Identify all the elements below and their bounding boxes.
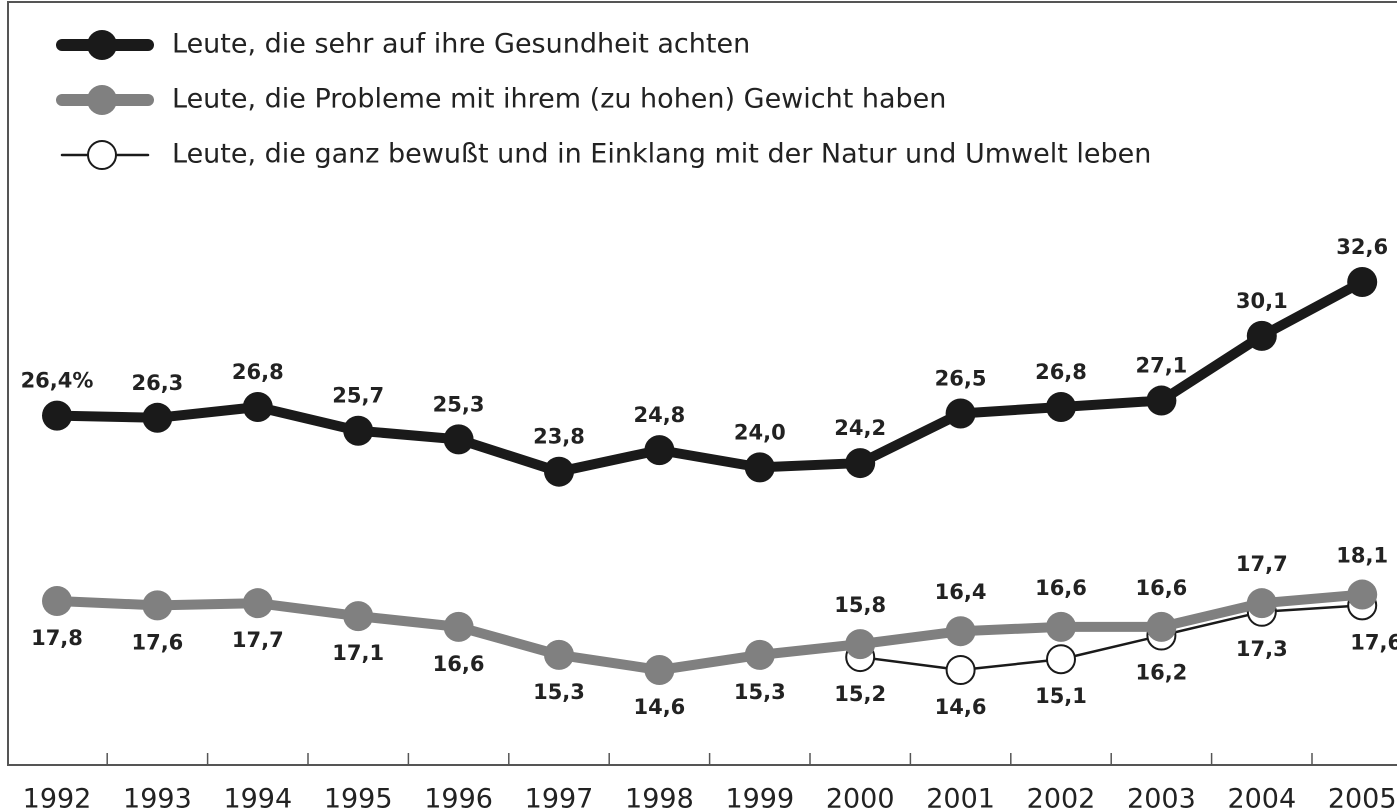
x-tick-label: 2000 [826, 784, 895, 811]
value-label: 27,1 [1135, 354, 1187, 378]
data-point [343, 601, 374, 632]
data-point [1246, 588, 1277, 619]
value-label: 30,1 [1236, 289, 1288, 313]
data-point [945, 616, 976, 647]
x-tick-label: 2005 [1328, 784, 1397, 811]
data-point [1347, 579, 1378, 610]
data-point [1046, 644, 1076, 675]
value-label: 17,7 [232, 628, 284, 652]
legend-item: Leute, die ganz bewußt und in Einklang m… [60, 139, 1151, 170]
data-point [945, 655, 976, 685]
legend-label: Leute, die ganz bewußt und in Einklang m… [172, 139, 1151, 170]
value-label: 14,6 [633, 695, 685, 719]
value-label: 15,1 [1035, 684, 1087, 708]
data-point [744, 452, 775, 483]
value-label: 26,8 [232, 360, 284, 384]
data-point [544, 639, 574, 670]
data-point [945, 398, 976, 429]
value-label: 16,4 [935, 580, 987, 604]
data-point [1347, 267, 1378, 297]
series-line [860, 604, 1363, 672]
legend-marker [87, 30, 117, 60]
value-label: 18,1 [1336, 544, 1388, 568]
value-label: 16,6 [1135, 576, 1187, 600]
data-point [644, 435, 675, 466]
data-point [142, 402, 173, 433]
value-label: 15,8 [834, 593, 886, 617]
x-tick-label: 2004 [1227, 784, 1296, 811]
value-label: 25,7 [332, 384, 384, 408]
data-point [42, 400, 72, 431]
legend-item: Leute, die sehr auf ihre Gesundheit acht… [56, 29, 750, 60]
data-point [242, 588, 273, 619]
value-label: 17,3 [1236, 637, 1288, 661]
value-label: 14,6 [935, 695, 987, 719]
value-label: 17,1 [332, 641, 384, 665]
value-label: 24,0 [734, 420, 786, 444]
x-tick-label: 2002 [1027, 784, 1096, 811]
data-point [1246, 320, 1277, 351]
x-tick-label: 1996 [424, 784, 493, 811]
x-tick-label: 1999 [725, 784, 794, 811]
data-point [443, 424, 474, 455]
data-point [845, 448, 876, 479]
x-tick-label: 1992 [23, 784, 92, 811]
value-label: 16,6 [1035, 576, 1087, 600]
value-label: 17,8 [31, 626, 83, 650]
value-label: 24,2 [834, 416, 886, 440]
data-point [1146, 385, 1177, 416]
value-label: 16,2 [1135, 661, 1187, 685]
x-tick-label: 2001 [926, 784, 995, 811]
data-point [1046, 392, 1076, 423]
value-label: 17,6 [1350, 630, 1397, 654]
series-line [56, 589, 1363, 675]
data-point [845, 629, 876, 660]
legend-label: Leute, die Probleme mit ihrem (zu hohen)… [172, 84, 946, 115]
legend-label: Leute, die sehr auf ihre Gesundheit acht… [172, 29, 750, 60]
value-label: 23,8 [533, 425, 585, 449]
value-label: 26,5 [935, 366, 987, 390]
value-label: 17,6 [131, 630, 183, 654]
data-point [744, 639, 775, 670]
x-tick-label: 2003 [1127, 784, 1196, 811]
value-label: 26,4% [21, 369, 94, 393]
x-tick-label: 1997 [525, 784, 594, 811]
legend-item: Leute, die Probleme mit ihrem (zu hohen)… [56, 84, 946, 115]
data-point [544, 456, 574, 487]
data-point [644, 655, 675, 685]
legend-marker [87, 140, 117, 170]
value-label: 15,3 [533, 680, 585, 704]
data-point [1046, 611, 1076, 642]
data-point [142, 590, 173, 621]
value-label: 24,8 [633, 403, 685, 427]
value-label: 15,3 [734, 680, 786, 704]
value-label: 16,6 [433, 652, 485, 676]
data-point [242, 392, 273, 423]
data-point [42, 586, 72, 617]
value-label: 15,2 [834, 682, 886, 706]
data-point [343, 415, 374, 446]
series-line [56, 277, 1365, 477]
data-point [1146, 611, 1177, 642]
x-tick-label: 1993 [123, 784, 192, 811]
x-tick-label: 1994 [223, 784, 292, 811]
legend-marker [87, 85, 117, 115]
x-tick-label: 1995 [324, 784, 393, 811]
value-label: 25,3 [433, 392, 485, 416]
x-tick-label: 1998 [625, 784, 694, 811]
data-point [443, 611, 474, 642]
value-label: 17,7 [1236, 552, 1288, 576]
value-label: 26,8 [1035, 360, 1087, 384]
plot-frame [7, 1, 1397, 766]
value-label: 32,6 [1336, 235, 1388, 259]
value-label: 26,3 [131, 371, 183, 395]
